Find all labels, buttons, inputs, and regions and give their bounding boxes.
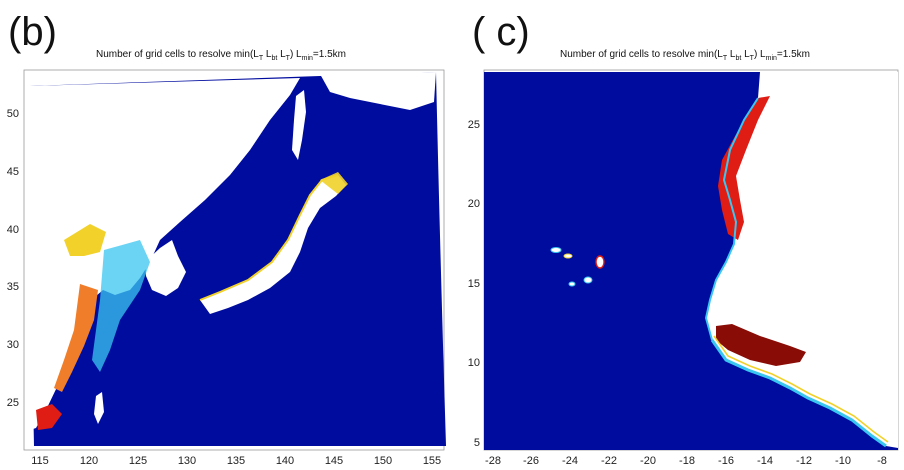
panel-b-land-japan (200, 175, 346, 314)
panel-b-xtick: 145 (325, 455, 343, 467)
panel-c-coast-band (710, 339, 887, 448)
panel-c-xtick: -20 (640, 455, 656, 467)
panel-b-shelf-yellow (64, 224, 106, 256)
panel-b-xtick: 130 (178, 455, 196, 467)
panel-b-shelf-cyan (92, 240, 150, 372)
panel-b-xtick: 115 (31, 455, 49, 467)
panel-c-xtick: -16 (718, 455, 734, 467)
panel-b-land-sakhalin (292, 90, 306, 160)
panel-c-ytick: 15 (468, 278, 480, 290)
panel-c-ytick: 10 (468, 357, 480, 369)
panel-b-land-taiwan (94, 392, 104, 424)
panel-b-xtick: 120 (80, 455, 98, 467)
panel-b-xtick: 125 (129, 455, 147, 467)
panel-b-shelf-orange (54, 284, 98, 392)
panel-c-xtick: -18 (679, 455, 695, 467)
panel-c-letter: ( c) (472, 10, 530, 54)
panel-c-title: Number of grid cells to resolve min(LT L… (560, 49, 810, 62)
panel-b-land-korea (145, 240, 186, 296)
panel-b-ytick: 25 (7, 397, 19, 409)
panel-c-xtick: -28 (485, 455, 501, 467)
panel-b-ytick: 45 (7, 166, 19, 178)
panel-b-xtick: 150 (374, 455, 392, 467)
panel-b-xticks: 115 120 125 130 135 140 145 150 155 (31, 455, 441, 467)
panel-b-ytick: 50 (7, 108, 19, 120)
panel-c-xticks: -28 -26 -24 -22 -20 -18 -16 -14 -12 -10 … (485, 455, 887, 467)
panel-c-ytick: 5 (474, 437, 480, 449)
panel-c-ytick: 25 (468, 119, 480, 131)
panel-b-xtick: 140 (276, 455, 294, 467)
panel-b-ytick: 40 (7, 224, 19, 236)
panel-b-letter: (b) (8, 10, 57, 54)
panel-c-plot (483, 69, 899, 451)
panel-b-xtick: 155 (423, 455, 441, 467)
panel-c-coast-darkred (716, 324, 806, 366)
panel-b-land-asia (30, 78, 300, 430)
panel-b-coast-red (36, 404, 62, 430)
panel-b-japan-coast (199, 174, 339, 301)
panel-c-islands (550, 247, 605, 287)
panel-c-xtick: -10 (835, 455, 851, 467)
panel-b-land-northeast (320, 72, 436, 110)
panel-c-xtick: -14 (757, 455, 773, 467)
panel-c-xtick: -24 (562, 455, 578, 467)
panel-b-xtick: 135 (227, 455, 245, 467)
panel-c-xtick: -26 (523, 455, 539, 467)
panel-b-ytick: 35 (7, 281, 19, 293)
panel-c-xtick: -22 (601, 455, 617, 467)
panel-c-ytick: 20 (468, 198, 480, 210)
panel-c-coast-north-band (704, 97, 759, 341)
panel-b-plot (23, 69, 446, 451)
panel-b-title: Number of grid cells to resolve min(LT L… (96, 49, 346, 62)
panel-b-shelf-north (320, 172, 348, 194)
panel-c-xtick: -8 (877, 455, 887, 467)
panel-c-coast-band-2 (713, 335, 889, 443)
panel-c-yticks: 5 10 15 20 25 (468, 119, 480, 449)
panel-b-yticks: 25 30 35 40 45 50 (7, 108, 19, 409)
panel-b-ytick: 30 (7, 339, 19, 351)
panel-c-xtick: -12 (796, 455, 812, 467)
